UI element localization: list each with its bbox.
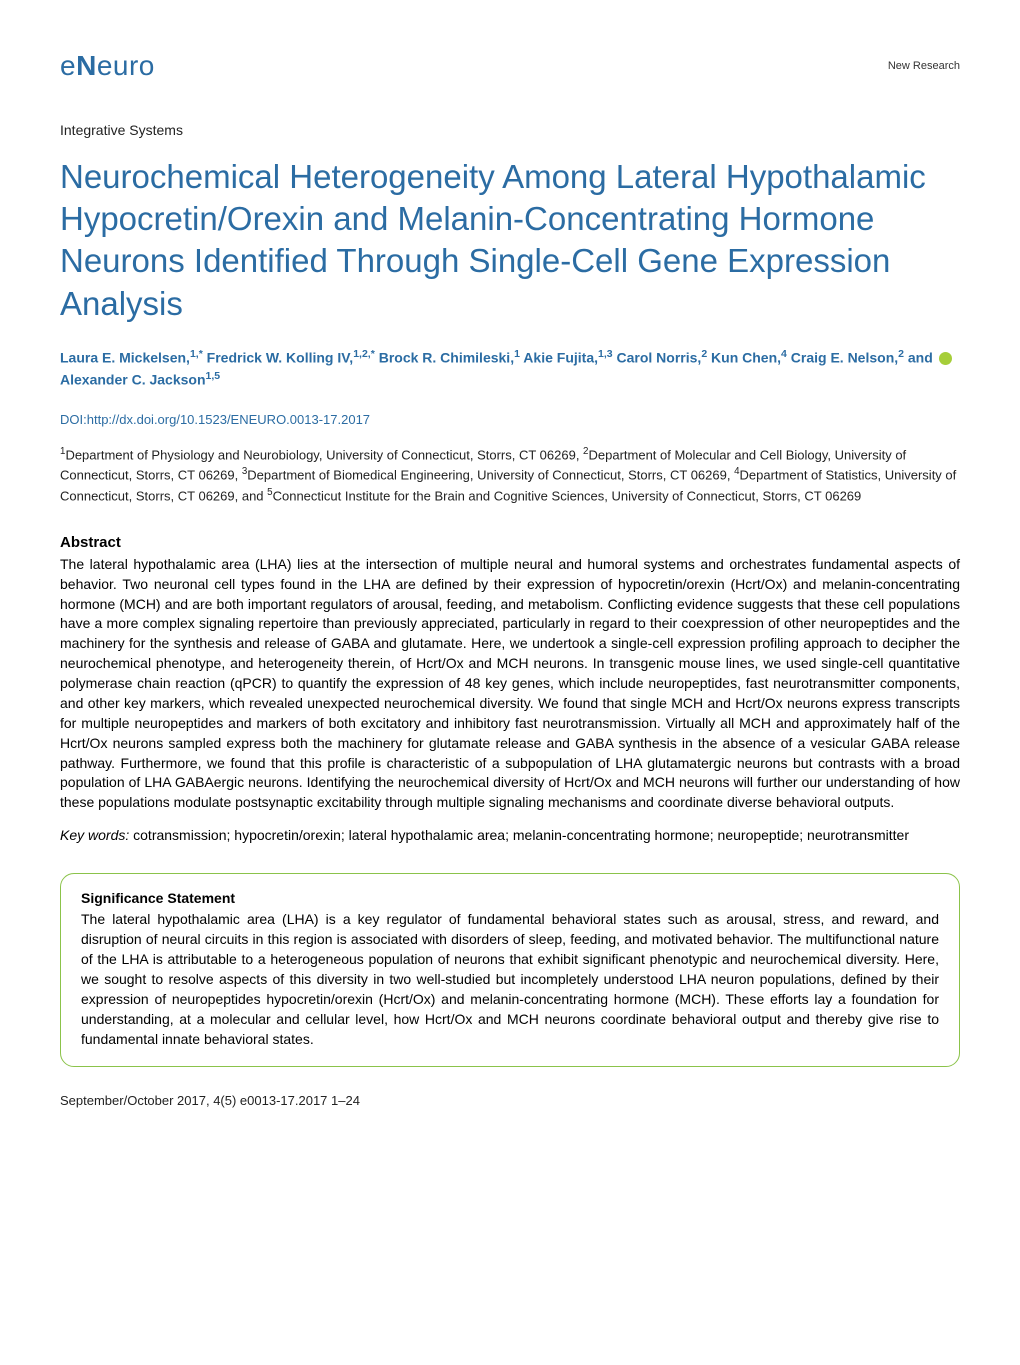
affiliations: 1Department of Physiology and Neurobiolo… <box>60 445 960 506</box>
abstract-text: The lateral hypothalamic area (LHA) lies… <box>60 555 960 813</box>
article-title: Neurochemical Heterogeneity Among Latera… <box>60 156 960 325</box>
doi-link[interactable]: http://dx.doi.org/10.1523/ENEURO.0013-17… <box>87 412 370 427</box>
doi-line: DOI:http://dx.doi.org/10.1523/ENEURO.001… <box>60 412 960 427</box>
page-footer: September/October 2017, 4(5) e0013-17.20… <box>60 1093 960 1108</box>
journal-logo: eNeuro <box>60 50 155 82</box>
abstract-heading: Abstract <box>60 534 960 551</box>
article-category: New Research <box>888 60 960 72</box>
significance-heading: Significance Statement <box>81 890 939 906</box>
keywords-text: cotransmission; hypocretin/orexin; later… <box>129 827 909 843</box>
significance-box: Significance Statement The lateral hypot… <box>60 873 960 1066</box>
author-list: Laura E. Mickelsen,1,* Fredrick W. Kolli… <box>60 347 960 390</box>
section-label: Integrative Systems <box>60 122 960 138</box>
doi-label: DOI: <box>60 412 87 427</box>
keywords: Key words: cotransmission; hypocretin/or… <box>60 825 960 845</box>
significance-text: The lateral hypothalamic area (LHA) is a… <box>81 910 939 1049</box>
page-header: eNeuro New Research <box>60 50 960 82</box>
keywords-label: Key words: <box>60 827 129 843</box>
